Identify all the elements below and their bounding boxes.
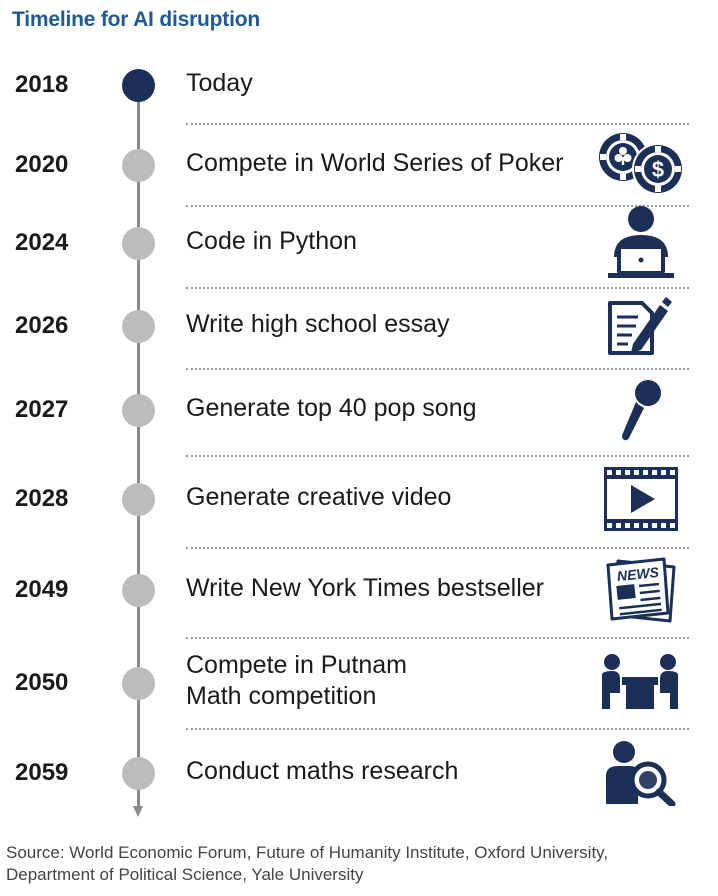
document-pen-icon (606, 295, 672, 362)
event-year: 2026 (15, 312, 69, 339)
timeline-dot (122, 667, 155, 700)
timeline-dot (122, 483, 155, 516)
timeline-dot (122, 227, 155, 260)
event-label-line: Conduct maths research (186, 756, 459, 785)
microphone-icon (620, 378, 666, 447)
event-label-line: Compete in World Series of Poker (186, 148, 564, 177)
event-label-line: Write New York Times bestseller (186, 573, 544, 602)
poker-chips-icon: $ (596, 132, 686, 203)
event-label: Generate top 40 pop song (186, 393, 477, 424)
row-separator (186, 123, 689, 125)
timeline-dot (122, 149, 155, 182)
event-label-line: Math competition (186, 682, 377, 710)
event-year: 2059 (15, 759, 69, 786)
source-line: Department of Political Science, Yale Un… (6, 865, 364, 884)
svg-text:$: $ (652, 157, 664, 182)
timeline-axis (137, 86, 140, 808)
event-label-line: Generate top 40 pop song (186, 393, 477, 422)
timeline-dot (122, 757, 155, 790)
row-separator (186, 287, 689, 289)
event-label-line: Code in Python (186, 226, 357, 255)
person-magnifier-icon (604, 740, 676, 811)
event-label-line: Generate creative video (186, 482, 452, 511)
row-separator (186, 728, 689, 730)
timeline-dot (122, 310, 155, 343)
row-separator (186, 455, 689, 457)
timeline-dot-current (122, 69, 155, 102)
event-year: 2024 (15, 229, 69, 256)
event-label: Conduct maths research (186, 756, 458, 787)
event-year: 2018 (15, 71, 69, 98)
event-year: 2049 (15, 576, 69, 603)
event-label: Today (186, 68, 253, 99)
event-label-line: Compete in Putnam (186, 651, 407, 679)
event-label: Write New York Times bestseller (186, 573, 544, 604)
people-table-icon (600, 653, 680, 718)
event-label: Generate creative video (186, 482, 451, 513)
timeline-dot (122, 574, 155, 607)
chart-title: Timeline for AI disruption (12, 8, 260, 31)
row-separator (186, 547, 689, 549)
person-laptop-icon (606, 205, 676, 286)
event-year: 2027 (15, 396, 69, 423)
news-word: NEWS (616, 564, 660, 584)
row-separator (186, 205, 689, 207)
row-separator (186, 368, 689, 370)
newspaper-icon: NEWS (604, 555, 676, 630)
event-label: Compete in World Series of Poker (186, 148, 563, 179)
event-label: Write high school essay (186, 309, 450, 340)
event-year: 2028 (15, 485, 69, 512)
source-note: Source: World Economic Forum, Future of … (6, 842, 608, 886)
event-year: 2020 (15, 151, 69, 178)
event-label: Compete in Putnam Math competition (186, 650, 407, 712)
event-label-line: Write high school essay (186, 309, 450, 338)
event-label: Code in Python (186, 226, 357, 257)
row-separator (186, 637, 689, 639)
event-label-line: Today (186, 68, 253, 97)
timeline-arrow-icon (133, 806, 143, 817)
timeline-dot (122, 394, 155, 427)
video-play-icon (604, 467, 678, 536)
event-year: 2050 (15, 669, 69, 696)
source-line: Source: World Economic Forum, Future of … (6, 843, 609, 862)
